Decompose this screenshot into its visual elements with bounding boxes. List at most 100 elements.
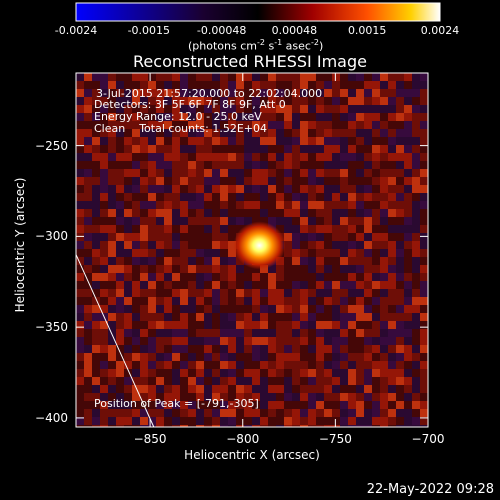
heatmap-cell — [116, 281, 124, 289]
heatmap-cell — [260, 313, 268, 321]
heatmap-cell — [268, 121, 276, 129]
heatmap-cell — [228, 369, 236, 377]
heatmap-cell — [196, 401, 204, 409]
heatmap-cell — [196, 257, 204, 265]
heatmap-cell — [396, 233, 404, 241]
heatmap-cell — [164, 185, 172, 193]
heatmap-cell — [140, 385, 148, 393]
heatmap-cell — [116, 185, 124, 193]
heatmap-cell — [412, 209, 420, 217]
heatmap-cell — [260, 137, 268, 145]
heatmap-cell — [220, 233, 228, 241]
heatmap-cell — [388, 177, 396, 185]
heatmap-cell — [180, 257, 188, 265]
heatmap-cell — [84, 345, 92, 353]
heatmap-cell — [108, 161, 116, 169]
heatmap-cell — [348, 329, 356, 337]
heatmap-cell — [268, 185, 276, 193]
heatmap-cell — [332, 425, 340, 427]
heatmap-cell — [396, 217, 404, 225]
heatmap-cell — [236, 97, 244, 105]
heatmap-cell — [412, 385, 420, 393]
heatmap-cell — [132, 113, 140, 121]
heatmap-cell — [348, 73, 356, 81]
heatmap-cell — [252, 289, 260, 297]
heatmap-cell — [100, 169, 108, 177]
heatmap-cell — [308, 81, 316, 89]
heatmap-cell — [188, 233, 196, 241]
heatmap-cell — [172, 313, 180, 321]
heatmap-cell — [140, 73, 148, 81]
heatmap-cell — [140, 353, 148, 361]
heatmap-cell — [300, 393, 308, 401]
heatmap-cell — [180, 417, 188, 425]
heatmap-cell — [332, 321, 340, 329]
heatmap-cell — [204, 401, 212, 409]
heatmap-cell — [188, 321, 196, 329]
heatmap-cell — [172, 185, 180, 193]
heatmap-cell — [188, 145, 196, 153]
heatmap-cell — [132, 265, 140, 273]
heatmap-cell — [228, 337, 236, 345]
heatmap-cell — [364, 225, 372, 233]
heatmap-cell — [220, 289, 228, 297]
heatmap-cell — [132, 345, 140, 353]
heatmap-cell — [196, 185, 204, 193]
heatmap-cell — [220, 273, 228, 281]
heatmap-cell — [116, 321, 124, 329]
heatmap-cell — [364, 305, 372, 313]
heatmap-cell — [276, 353, 284, 361]
heatmap-cell — [196, 265, 204, 273]
heatmap-cell — [396, 281, 404, 289]
heatmap-cell — [100, 241, 108, 249]
heatmap-cell — [236, 129, 244, 137]
heatmap-cell — [148, 305, 156, 313]
heatmap-cell — [100, 73, 108, 81]
heatmap-cell — [244, 153, 252, 161]
heatmap-cell — [252, 169, 260, 177]
heatmap-cell — [140, 281, 148, 289]
heatmap-cell — [148, 257, 156, 265]
heatmap-cell — [180, 169, 188, 177]
heatmap-cell — [332, 281, 340, 289]
heatmap-cell — [332, 345, 340, 353]
heatmap-cell — [108, 169, 116, 177]
heatmap-cell — [324, 313, 332, 321]
heatmap-cell — [228, 169, 236, 177]
heatmap-cell — [316, 273, 324, 281]
heatmap-cell — [364, 193, 372, 201]
heatmap-cell — [252, 329, 260, 337]
heatmap-cell — [116, 273, 124, 281]
heatmap-cell — [220, 329, 228, 337]
heatmap-cell — [316, 329, 324, 337]
heatmap-cell — [308, 89, 316, 97]
heatmap-cell — [236, 265, 244, 273]
heatmap-cell — [348, 305, 356, 313]
heatmap-cell — [252, 121, 260, 129]
heatmap-cell — [324, 297, 332, 305]
heatmap-cell — [412, 329, 420, 337]
heatmap-cell — [140, 161, 148, 169]
heatmap-cell — [180, 425, 188, 427]
plot-frame — [75, 72, 429, 428]
heatmap-cell — [284, 289, 292, 297]
heatmap-cell — [316, 209, 324, 217]
heatmap-cell — [380, 265, 388, 273]
heatmap-cell — [284, 209, 292, 217]
heatmap-cell — [268, 297, 276, 305]
heatmap-cell — [372, 233, 380, 241]
heatmap-cell — [132, 361, 140, 369]
heatmap-cell — [100, 281, 108, 289]
heatmap-cell — [76, 73, 84, 81]
heatmap-cell — [132, 217, 140, 225]
heatmap-cell — [124, 393, 132, 401]
heatmap-cell — [292, 81, 300, 89]
heatmap-cell — [148, 393, 156, 401]
heatmap-cell — [396, 153, 404, 161]
heatmap-cell — [412, 73, 420, 81]
heatmap-cell — [388, 129, 396, 137]
heatmap-cell — [292, 425, 300, 427]
heatmap-cell — [324, 89, 332, 97]
heatmap-cell — [196, 97, 204, 105]
heatmap-cell — [332, 273, 340, 281]
